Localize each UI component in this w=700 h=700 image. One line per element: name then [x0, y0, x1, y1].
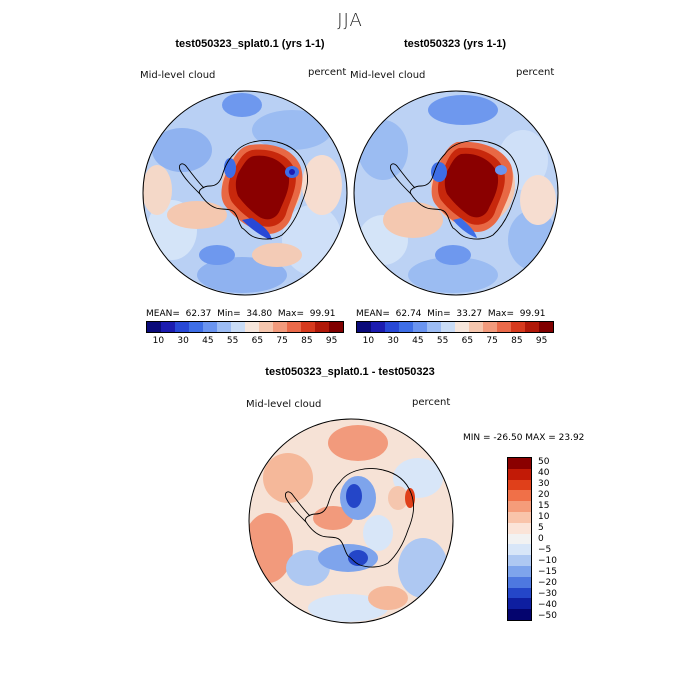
diff-colorbar-tick-label: 0	[538, 534, 544, 544]
season-title: JJA	[337, 10, 363, 31]
map1-polar-plot	[142, 90, 348, 296]
map2-colorbar-tick-label: 65	[461, 336, 474, 346]
map2-stats: MEAN= 62.74 Min= 33.27 Max= 99.91	[356, 309, 546, 319]
map2-colorbar-swatch	[455, 322, 469, 332]
map2-colorbar-swatch	[413, 322, 427, 332]
map1-colorbar-swatch	[175, 322, 189, 332]
map1-colorbar-tick-label: 95	[325, 336, 338, 346]
map2-colorbar-tick-label: 45	[412, 336, 424, 346]
map2-colorbar-swatch	[357, 322, 371, 332]
map2-colorbar-tick-label: 55	[436, 336, 449, 346]
diff-colorbar-swatch	[508, 598, 531, 610]
map1-colorbar-swatch	[287, 322, 301, 332]
map2-colorbar-swatch	[427, 322, 441, 332]
diff-colorbar-swatch	[508, 458, 531, 469]
diff-colorbar-tick-label: 20	[538, 490, 550, 501]
diff-colorbar-tick-label: −20	[538, 577, 557, 588]
map1-colorbar-swatch	[231, 322, 245, 332]
map1-colorbar-swatch	[301, 322, 315, 332]
map1-colorbar-swatch	[203, 322, 217, 332]
map2-variable-label: Mid-level cloud	[350, 70, 426, 81]
diff-map-title: test050323_splat0.1 - test050323	[265, 366, 435, 378]
map1-title: test050323_splat0.1 (yrs 1-1)	[175, 38, 325, 50]
diff-colorbar-tick-label: 50	[538, 457, 550, 468]
map2-colorbar-swatch	[525, 322, 539, 332]
map1-colorbar-swatch	[189, 322, 203, 332]
diff-colorbar-tick-label: −5	[538, 544, 552, 555]
diff-colorbar-swatch	[508, 587, 531, 599]
map1-colorbar-tick-label: 85	[301, 336, 313, 346]
map2-colorbar-swatch	[385, 322, 399, 332]
map1-colorbar-labels: 10 30 45 55 65 75 85 95	[146, 336, 344, 348]
map1-colorbar-swatch	[259, 322, 273, 332]
map1-colorbar-swatch	[147, 322, 161, 332]
map2-colorbar-tick-label: 95	[535, 336, 548, 346]
diff-colorbar-swatch	[508, 490, 531, 502]
diff-colorbar-swatch	[508, 609, 531, 620]
diff-colorbar-labels: 50 40 30 20 15 10 5 0 −5 −10 −15 −20 −30 −40 −50	[538, 457, 578, 621]
diff-colorbar-tick-label: −40	[538, 599, 557, 610]
map1-colorbar-tick-label: 65	[251, 336, 264, 346]
diff-colorbar-swatch	[508, 468, 531, 480]
map1-stats: MEAN= 62.37 Min= 34.80 Max= 99.91	[146, 309, 336, 319]
diff-colorbar-swatch	[508, 511, 531, 523]
diff-colorbar-tick-label: 15	[538, 501, 550, 512]
map1-colorbar-tick-label: 10	[152, 336, 165, 346]
map2-units-label: percent	[516, 67, 555, 78]
map1-units-label: percent	[308, 67, 347, 78]
diff-colorbar	[507, 457, 532, 621]
diff-colorbar-swatch	[508, 565, 531, 577]
map2-colorbar-swatch	[399, 322, 413, 332]
diff-colorbar-tick-label: 10	[538, 512, 550, 523]
diff-polar-plot	[248, 418, 454, 624]
diff-colorbar-tick-label: −15	[538, 566, 557, 577]
diff-colorbar-swatch	[508, 522, 531, 534]
map1-colorbar	[146, 321, 344, 333]
diff-colorbar-tick-label: −10	[538, 555, 557, 566]
map1-colorbar-tick-label: 75	[276, 336, 288, 346]
map1-colorbar-swatch	[329, 322, 343, 332]
diff-map-variable-label: Mid-level cloud	[246, 399, 322, 410]
diff-colorbar-tick-label: 30	[538, 479, 550, 490]
map1-colorbar-swatch	[273, 322, 287, 332]
map2-colorbar-tick-label: 30	[387, 336, 399, 346]
map2-polar-plot	[353, 90, 559, 296]
map1-colorbar-tick-label: 55	[226, 336, 239, 346]
map2-colorbar-swatch	[497, 322, 511, 332]
map2-colorbar-swatch	[511, 322, 525, 332]
diff-colorbar-tick-label: 40	[538, 468, 550, 479]
diff-map-stats: MIN = -26.50 MAX = 23.92	[463, 433, 585, 443]
diff-colorbar-swatch	[508, 479, 531, 491]
diff-colorbar-swatch	[508, 576, 531, 588]
diff-map-units-label: percent	[412, 397, 451, 408]
diff-colorbar-swatch	[508, 533, 531, 545]
map2-colorbar-swatch	[469, 322, 483, 332]
map2-colorbar-tick-label: 85	[511, 336, 523, 346]
diff-colorbar-tick-label: −30	[538, 588, 557, 599]
map2-colorbar-swatch	[441, 322, 455, 332]
map2-colorbar-swatch	[371, 322, 385, 332]
diff-colorbar-swatch	[508, 555, 531, 566]
map1-colorbar-tick-label: 45	[202, 336, 214, 346]
map1-colorbar-tick-label: 30	[177, 336, 189, 346]
map2-title: test050323 (yrs 1-1)	[403, 38, 507, 50]
map2-colorbar-swatch	[539, 322, 553, 332]
map2-colorbar-swatch	[483, 322, 497, 332]
map1-colorbar-swatch	[315, 322, 329, 332]
diff-colorbar-swatch	[508, 544, 531, 556]
map1-colorbar-swatch	[217, 322, 231, 332]
map1-variable-label: Mid-level cloud	[140, 70, 216, 81]
map1-colorbar-swatch	[161, 322, 175, 332]
diff-colorbar-swatch	[508, 501, 531, 512]
map2-colorbar-tick-label: 75	[486, 336, 498, 346]
diff-colorbar-tick-label: −50	[538, 610, 557, 621]
map2-colorbar-labels: 10 30 45 55 65 75 85 95	[356, 336, 554, 348]
diff-colorbar-tick-label: 5	[538, 523, 544, 534]
map2-colorbar-tick-label: 10	[362, 336, 375, 346]
map2-colorbar	[356, 321, 554, 333]
map1-colorbar-swatch	[245, 322, 259, 332]
